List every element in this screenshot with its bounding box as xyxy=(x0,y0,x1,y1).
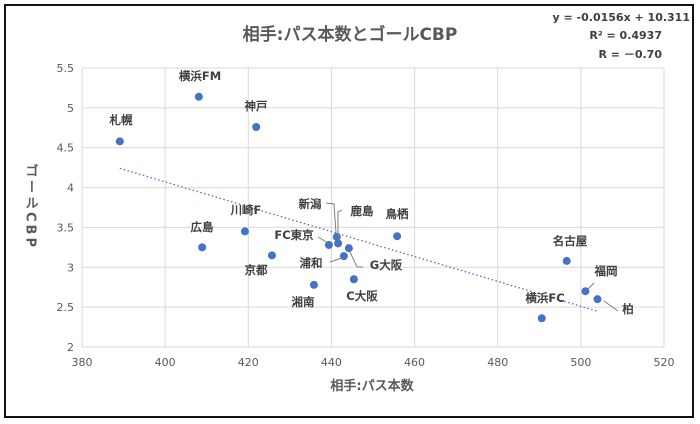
data-point xyxy=(115,137,124,146)
x-tick-label: 460 xyxy=(404,356,425,369)
data-point xyxy=(593,295,602,304)
data-point xyxy=(194,92,203,101)
data-label: 福岡 xyxy=(594,264,618,278)
data-label: 川崎F xyxy=(230,203,262,217)
y-tick-label: 3 xyxy=(67,261,74,274)
data-label: 新潟 xyxy=(299,197,322,211)
x-tick-label: 440 xyxy=(321,356,342,369)
trendline xyxy=(119,167,598,312)
data-point xyxy=(562,256,571,265)
chart-frame xyxy=(4,4,694,418)
data-point xyxy=(240,227,249,236)
leader-line xyxy=(325,202,337,234)
data-label: 横浜FM xyxy=(179,69,221,83)
y-tick-label: 4 xyxy=(67,182,74,195)
leader-line xyxy=(329,257,343,263)
y-tick-label: 2 xyxy=(67,341,74,354)
data-label: FC東京 xyxy=(274,228,314,242)
y-tick-label: 3.5 xyxy=(57,221,75,234)
data-point xyxy=(349,275,358,284)
r-squared: R² = 0.4937 xyxy=(589,29,662,42)
leader-line xyxy=(317,236,329,244)
data-point xyxy=(324,240,333,249)
y-tick-label: 2.5 xyxy=(57,301,75,314)
data-point xyxy=(537,314,546,323)
x-tick-label: 400 xyxy=(155,356,176,369)
y-tick-label: 5 xyxy=(67,102,74,115)
data-label: 神戸 xyxy=(245,99,268,113)
leader-line xyxy=(603,300,619,312)
data-point xyxy=(344,244,353,253)
x-tick-label: 500 xyxy=(570,356,591,369)
x-axis-title: 相手:パス本数 xyxy=(330,378,414,394)
leader-line xyxy=(349,251,363,268)
data-label: 鹿島 xyxy=(351,204,374,218)
data-label: 柏 xyxy=(622,302,634,316)
data-label: G大阪 xyxy=(370,258,403,272)
leader-line xyxy=(337,209,343,239)
data-point xyxy=(332,232,341,241)
data-point xyxy=(339,252,348,261)
data-label: C大阪 xyxy=(346,289,378,303)
data-label: 名古屋 xyxy=(553,234,588,248)
data-label: 鳥栖 xyxy=(386,207,409,221)
data-point xyxy=(581,287,590,296)
r-value: R = －0.70 xyxy=(599,48,663,61)
data-point xyxy=(252,122,261,131)
y-axis-title: ゴールCBP xyxy=(23,163,39,250)
data-label: 広島 xyxy=(191,220,214,234)
data-point xyxy=(393,232,402,241)
data-point xyxy=(267,251,276,260)
chart-title: 相手:パス本数とゴールCBP xyxy=(243,24,458,45)
data-point xyxy=(198,243,207,252)
data-point xyxy=(309,280,318,289)
x-tick-label: 520 xyxy=(654,356,675,369)
x-tick-label: 420 xyxy=(238,356,259,369)
trendline-equation: y = -0.0156x + 10.311 xyxy=(553,11,690,24)
y-tick-label: 4.5 xyxy=(57,142,75,155)
data-label: 浦和 xyxy=(300,256,323,270)
y-tick-label: 5.5 xyxy=(57,62,75,75)
data-label: 京都 xyxy=(245,263,268,277)
data-label: 札幌 xyxy=(109,113,133,127)
x-tick-label: 380 xyxy=(72,356,93,369)
x-tick-label: 480 xyxy=(487,356,508,369)
data-point xyxy=(334,239,343,248)
data-label: 湘南 xyxy=(292,295,315,309)
leader-line xyxy=(587,282,595,290)
data-label: 横浜FC xyxy=(525,291,564,305)
